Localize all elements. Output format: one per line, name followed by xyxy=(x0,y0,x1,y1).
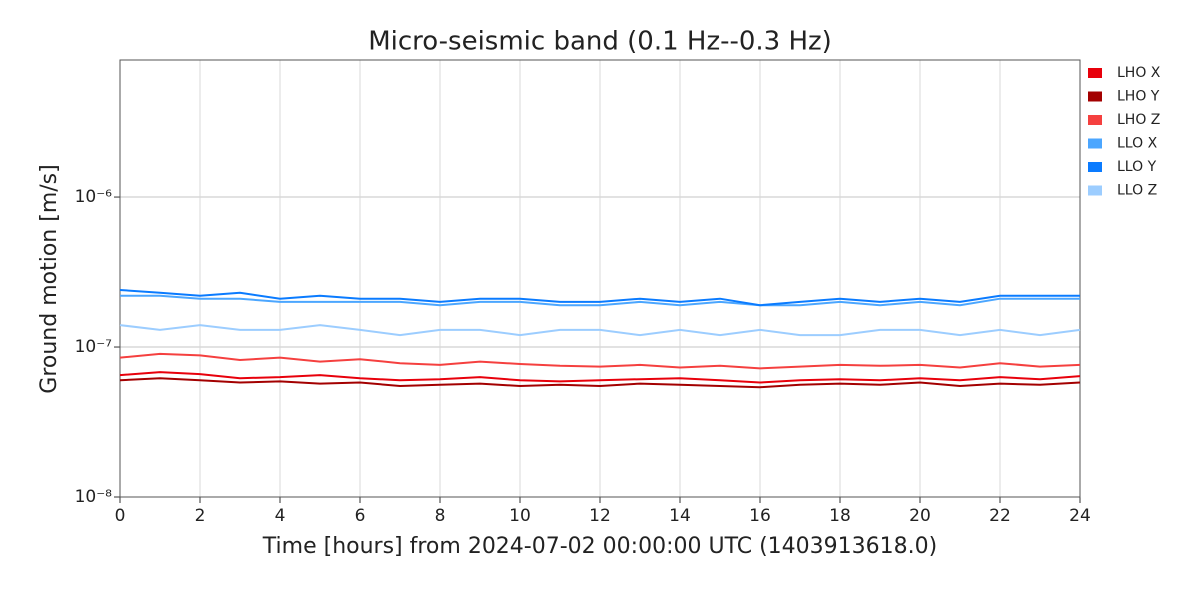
plot-frame xyxy=(119,59,1081,498)
chart-title: Micro-seismic band (0.1 Hz--0.3 Hz) xyxy=(368,27,832,57)
x-axis-label: Time [hours] from 2024-07-02 00:00:00 UT… xyxy=(262,534,937,559)
series-line xyxy=(119,377,1081,389)
x-tick-label: 14 xyxy=(669,506,691,526)
series-line xyxy=(119,352,1081,370)
legend-label: LHO Z xyxy=(1117,112,1160,128)
x-tick-label: 20 xyxy=(909,506,931,526)
legend-label: LLO X xyxy=(1117,136,1158,152)
series-line xyxy=(120,294,1080,307)
legend-swatch xyxy=(1088,91,1102,102)
legend-swatch xyxy=(1088,162,1102,172)
x-tick-label: 16 xyxy=(749,506,771,526)
x-tick-label: 6 xyxy=(355,506,366,526)
legend-label: LLO Z xyxy=(1117,183,1157,199)
x-tick-label: 12 xyxy=(589,506,611,526)
y-tick-label: 10⁻⁷ xyxy=(75,337,113,357)
x-tick-label: 0 xyxy=(115,506,126,526)
x-tick-label: 8 xyxy=(435,506,446,526)
x-tick-label: 24 xyxy=(1069,506,1091,526)
legend-swatch xyxy=(1088,185,1102,196)
legend-swatch xyxy=(1088,68,1102,78)
y-axis-label: Ground motion [m/s] xyxy=(37,164,62,393)
x-tick-label: 4 xyxy=(275,506,286,526)
legend-label: LHO Y xyxy=(1117,89,1160,105)
legend-swatch xyxy=(1088,115,1102,125)
y-tick-label: 10⁻⁸ xyxy=(75,487,113,507)
series-line xyxy=(119,324,1081,337)
legend-swatch xyxy=(1088,138,1102,149)
legend-label: LHO X xyxy=(1117,65,1161,81)
legend-label: LLO Y xyxy=(1117,159,1157,175)
x-tick-label: 22 xyxy=(989,506,1011,526)
x-tick-label: 18 xyxy=(829,506,851,526)
series-line xyxy=(119,371,1081,384)
series-line xyxy=(119,289,1080,307)
y-tick-label: 10⁻⁶ xyxy=(75,187,113,207)
x-tick-label: 10 xyxy=(509,506,531,526)
x-tick-label: 2 xyxy=(195,506,206,526)
